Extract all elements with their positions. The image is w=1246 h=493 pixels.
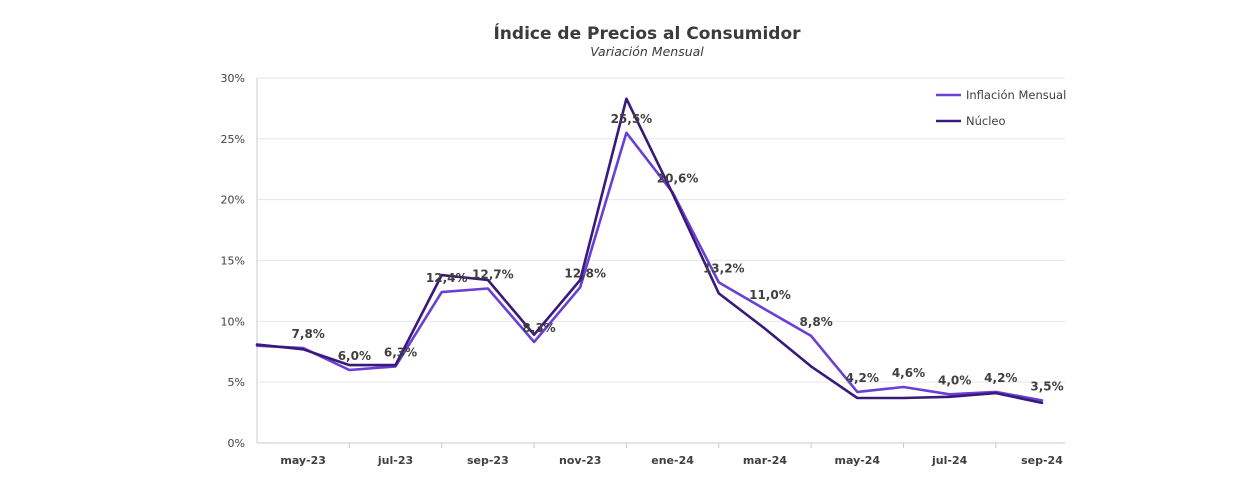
y-tick-label: 0% (228, 437, 245, 450)
y-axis-ticks: 0% 5% 10% 15% 20% 25% 30% (221, 72, 245, 450)
x-tick-label: mar-24 (743, 454, 788, 467)
x-axis-ticks: may-23 jul-23 sep-23 nov-23 ene-24 mar-24 may-… (280, 443, 1063, 467)
x-tick-label: nov-23 (559, 454, 601, 467)
series-line-1 (255, 97, 1044, 405)
data-label: 4,0% (938, 373, 971, 387)
y-tick-label: 20% (221, 194, 245, 207)
x-tick-label: jul-23 (377, 454, 413, 467)
y-tick-label: 25% (221, 133, 245, 146)
series-line-0 (255, 131, 1044, 402)
legend: Inflación Mensual Núcleo (936, 88, 1066, 128)
data-label: 4,6% (892, 366, 925, 380)
data-label: 11,0% (749, 288, 791, 302)
x-tick-label: may-24 (834, 454, 880, 467)
data-label: 6,3% (384, 345, 417, 359)
data-label: 6,0% (338, 349, 371, 363)
data-label: 12,4% (426, 271, 468, 285)
legend-label: Inflación Mensual (966, 88, 1066, 102)
y-tick-label: 5% (228, 376, 245, 389)
series-lines (255, 97, 1044, 405)
data-label: 4,2% (846, 371, 879, 385)
data-label: 13,2% (703, 261, 745, 275)
gridlines (256, 77, 1065, 444)
legend-label: Núcleo (966, 114, 1006, 128)
y-tick-label: 15% (221, 255, 245, 268)
x-tick-label: may-23 (280, 454, 326, 467)
x-tick-label: sep-24 (1021, 454, 1063, 467)
chart-title: Índice de Precios al Consumidor (493, 22, 801, 44)
x-tick-label: jul-24 (931, 454, 968, 467)
y-tick-label: 10% (221, 315, 245, 328)
chart-subtitle: Variación Mensual (590, 44, 704, 59)
y-tick-label: 30% (221, 72, 245, 85)
data-label: 25,5% (611, 112, 653, 126)
x-tick-label: sep-23 (467, 454, 509, 467)
data-label: 4,2% (984, 371, 1017, 385)
data-label: 3,5% (1030, 379, 1063, 393)
data-label: 12,8% (564, 266, 606, 280)
data-label: 20,6% (657, 171, 699, 185)
data-label: 7,8% (292, 327, 325, 341)
data-label: 12,7% (472, 267, 514, 281)
x-tick-label: ene-24 (651, 454, 694, 467)
data-labels: 7,8% 6,0% 6,3% 12,4% 12,7% 8,3% 12,8% 25,5% 20,6… (292, 112, 1064, 394)
data-label: 8,8% (799, 315, 832, 329)
data-label: 8,3% (522, 321, 555, 335)
